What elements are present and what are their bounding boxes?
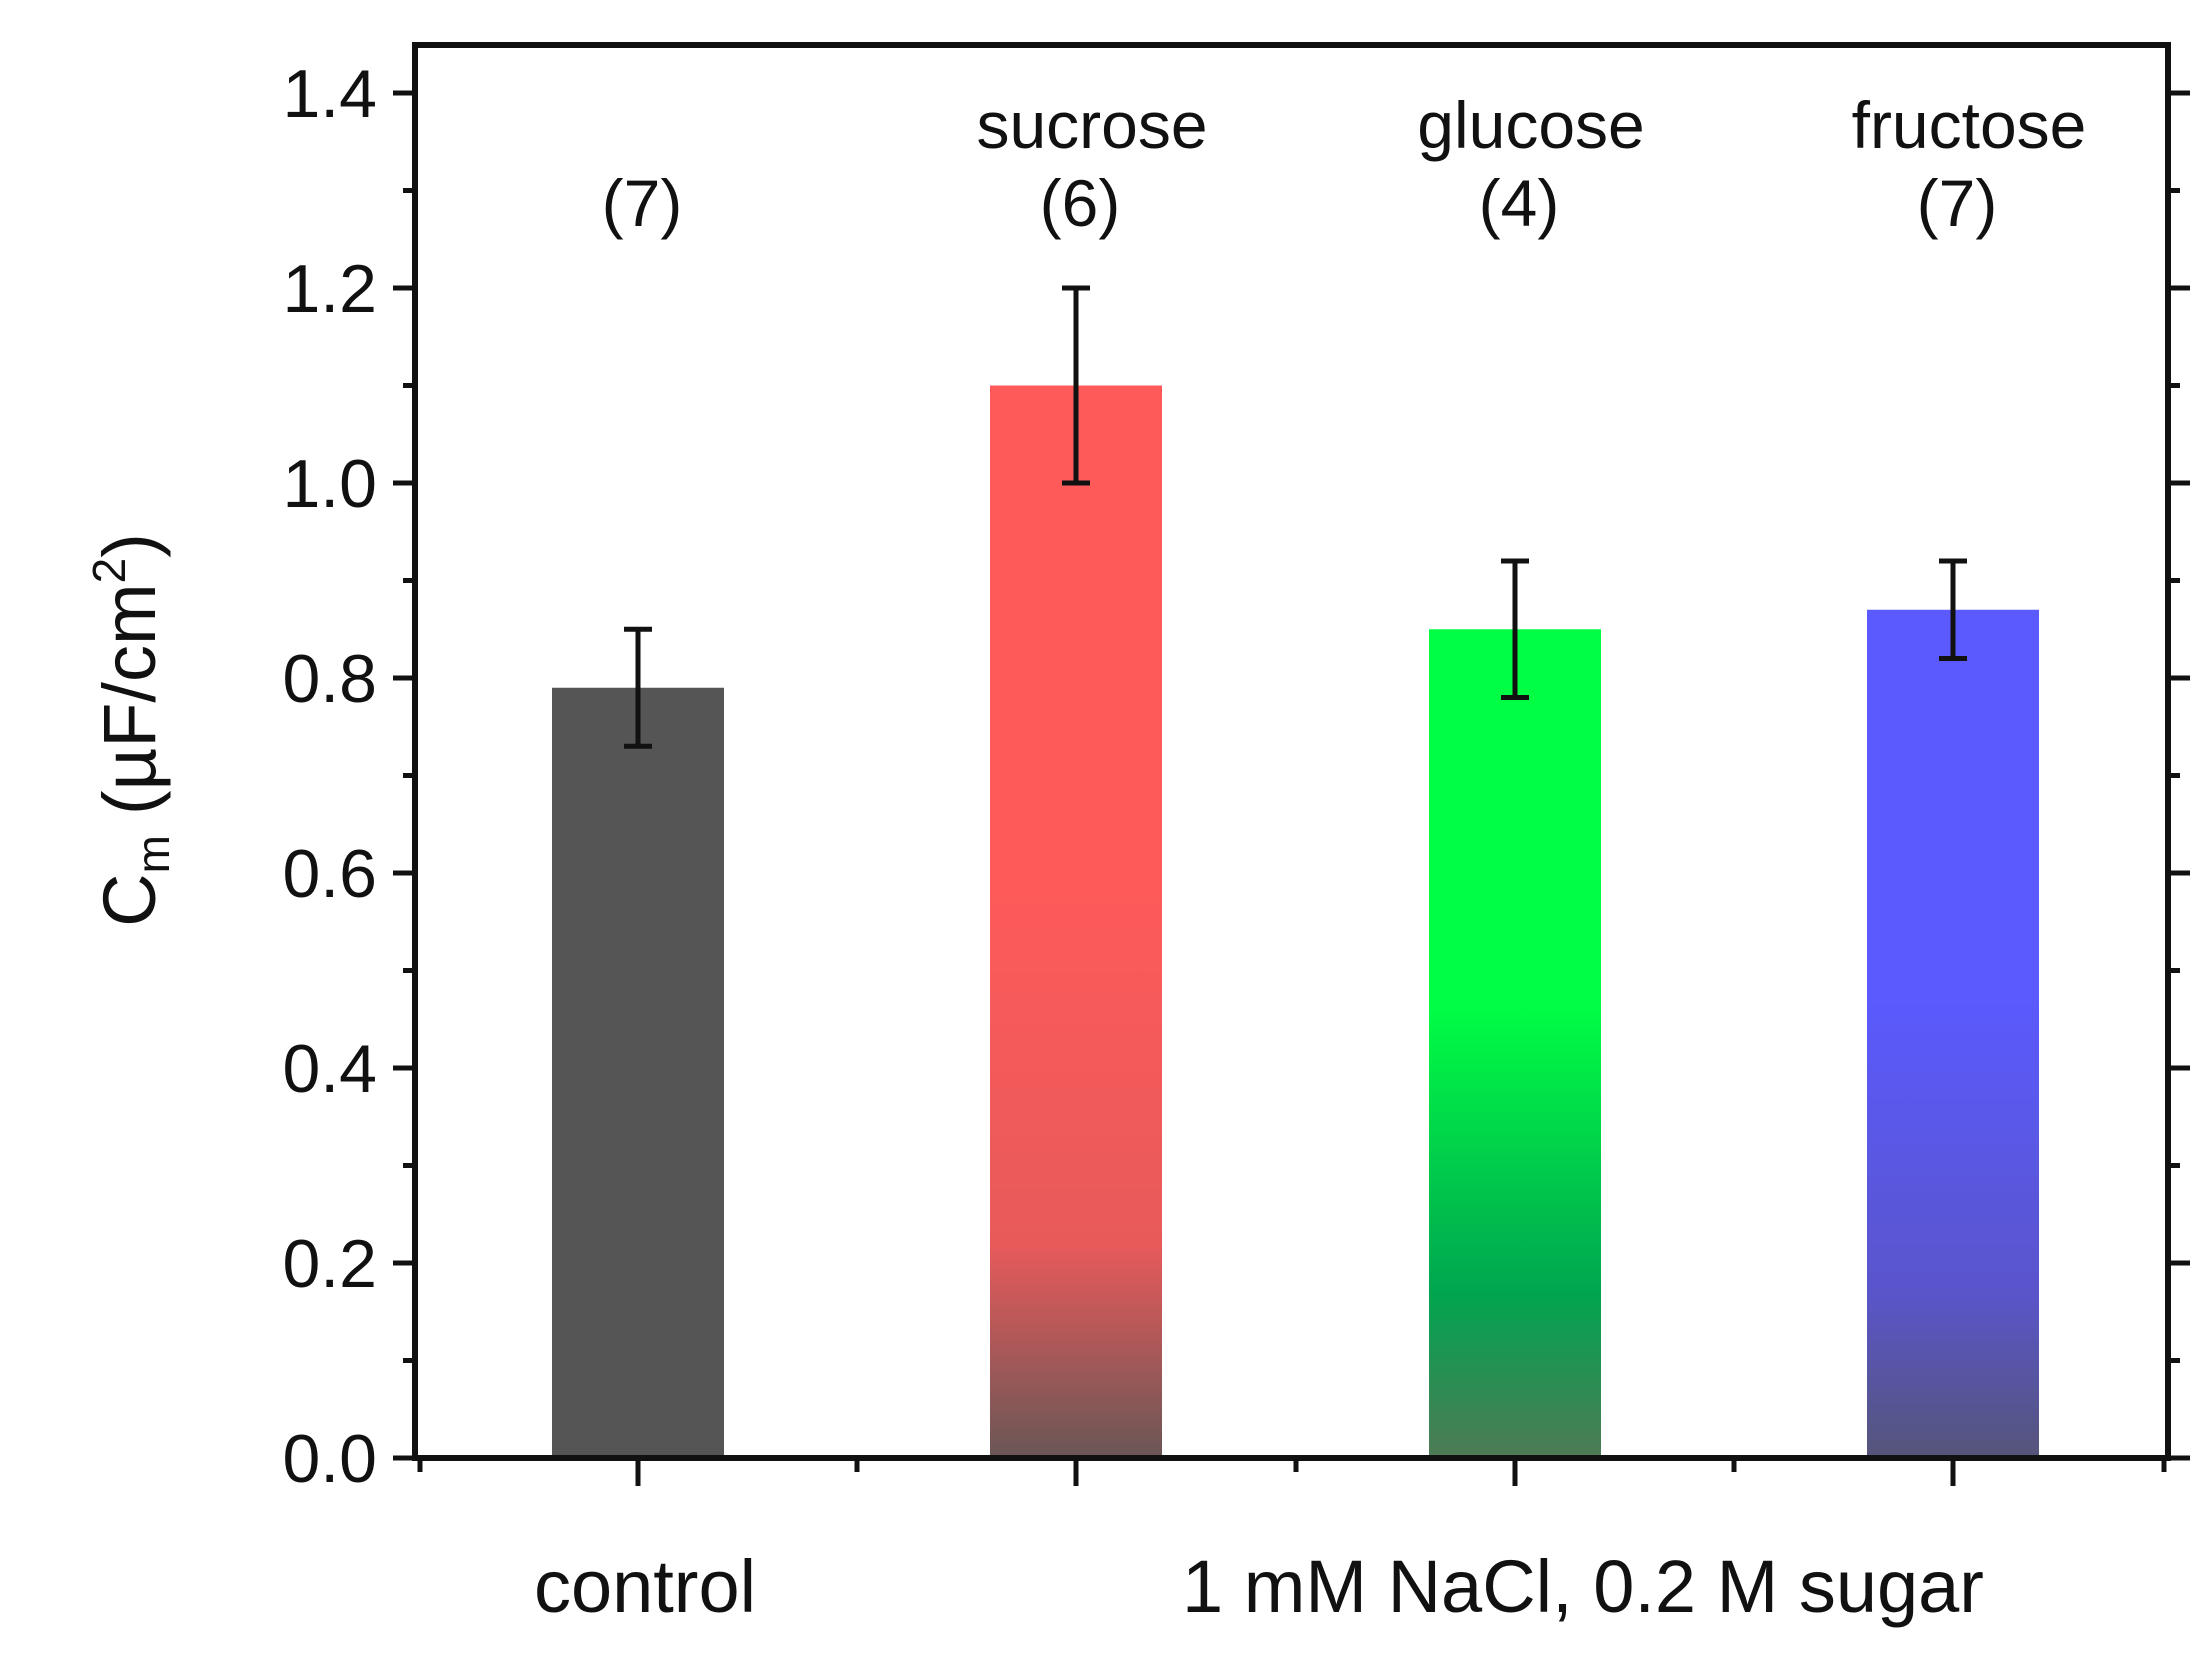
sample-count-label: (6): [1040, 166, 1121, 240]
bar-fructose: [1867, 609, 2039, 1458]
y-tick-label: 1.4: [282, 56, 377, 132]
y-tick-label: 0.0: [282, 1421, 377, 1497]
sample-count-label: (7): [602, 166, 683, 240]
error-bar-fructose: [1939, 558, 1967, 661]
y-axis-label-sub: m: [127, 835, 179, 873]
error-bar-glucose: [1501, 558, 1529, 700]
labels: 0.0 0.2 0.4 0.6 0.8 1.0 1.2 1.4 sucrose glucose fr…: [282, 56, 2086, 1628]
error-bars: [624, 285, 1967, 749]
y-axis-label-close: ): [88, 533, 171, 558]
bar-glucose: [1429, 629, 1601, 1458]
axis-ticks: [393, 90, 2190, 1486]
sample-count-label: (7): [1917, 166, 1998, 240]
y-axis-label: Cm (µF/cm2): [83, 533, 179, 927]
y-axis-label-main: C: [88, 873, 171, 926]
bar-name-label-fructose: fructose: [1852, 88, 2087, 162]
error-bar-sucrose: [1062, 285, 1090, 486]
x-label-control: control: [534, 1545, 756, 1628]
error-bar-control: [624, 626, 652, 749]
y-tick-label: 0.4: [282, 1031, 377, 1107]
y-tick-label: 1.2: [282, 251, 377, 327]
axes-frame: [412, 42, 2171, 1461]
bar-sucrose: [990, 385, 1162, 1458]
x-label-sugar-group: 1 mM NaCl, 0.2 M sugar: [1182, 1545, 1984, 1628]
y-axis-label-sup: 2: [83, 558, 135, 584]
bar-name-label-glucose: glucose: [1417, 88, 1645, 162]
y-axis-label-unit: (µF/cm: [88, 583, 171, 815]
bar-name-label-sucrose: sucrose: [976, 88, 1207, 162]
y-tick-label: 1.0: [282, 446, 377, 522]
y-tick-label: 0.8: [282, 641, 377, 717]
y-tick-label: 0.2: [282, 1226, 377, 1302]
bars: [552, 385, 2039, 1458]
plot-frame: [412, 42, 2171, 1461]
bar-control: [552, 687, 724, 1458]
y-tick-label: 0.6: [282, 836, 377, 912]
sample-count-label: (4): [1479, 166, 1560, 240]
